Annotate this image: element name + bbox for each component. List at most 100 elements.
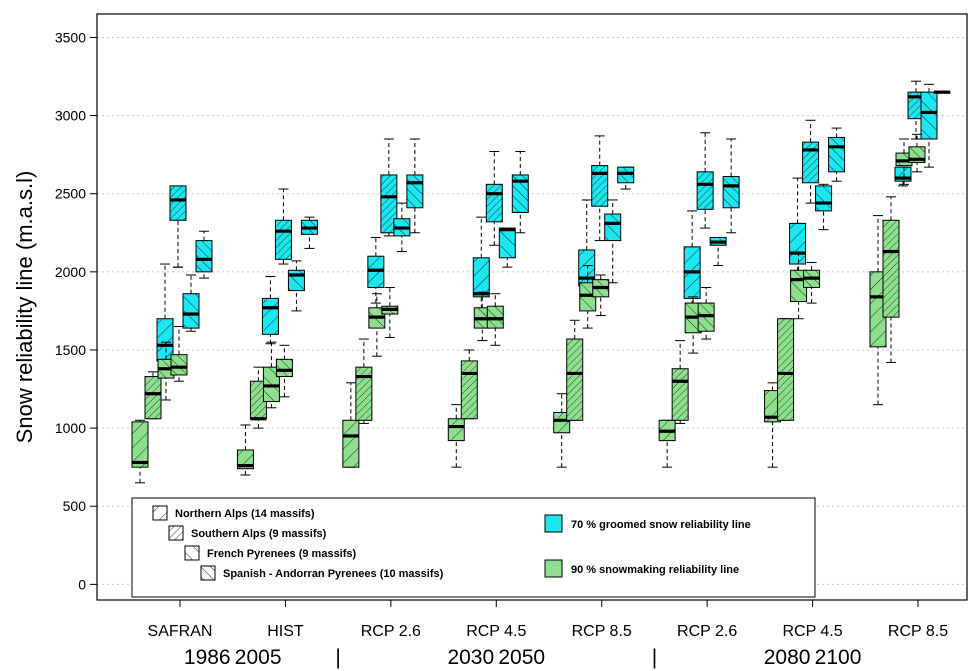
boxplot — [261, 276, 279, 345]
y-axis: 0 500 1000 1500 2000 2500 3000 3500 — [55, 29, 97, 592]
boxplot — [566, 319, 584, 421]
period-label: 1986 2005 — [184, 646, 282, 669]
boxplot — [287, 260, 305, 312]
boxplot — [777, 318, 795, 421]
boxplot — [131, 419, 149, 484]
boxplot — [472, 216, 490, 317]
box-hatch — [145, 376, 161, 419]
boxplot — [511, 151, 529, 234]
boxplot — [342, 382, 360, 468]
box-hatch — [473, 257, 490, 297]
y-tick-label: 1000 — [55, 420, 86, 436]
x-tick-label: RCP 8.5 — [572, 623, 632, 640]
y-tick-label: 0 — [78, 576, 86, 592]
boxplot — [144, 371, 162, 420]
legend-region-label: Southern Alps (9 massifs) — [191, 528, 327, 540]
box-hatch — [512, 174, 529, 213]
box-hatch — [908, 92, 924, 119]
box-hatch — [723, 176, 740, 208]
box-hatch — [789, 223, 806, 265]
box-hatch — [183, 293, 199, 329]
y-tick-label: 2000 — [55, 264, 86, 280]
y-tick-label: 3500 — [55, 29, 86, 45]
x-tick-label: RCP 4.5 — [466, 623, 526, 640]
boxplot — [195, 230, 213, 279]
period-label: 2080 2100 — [764, 646, 862, 669]
boxplot — [591, 135, 609, 242]
boxplot — [617, 166, 635, 190]
boxplot — [894, 166, 912, 187]
box-hatch — [604, 214, 621, 241]
boxplot — [869, 215, 887, 406]
box-hatch — [250, 381, 267, 419]
boxplot — [696, 132, 714, 229]
boxplot — [553, 393, 571, 468]
x-axis: SAFRAN HIST RCP 2.6 RCP 4.5 RCP 8.5 RCP 2.6 RC… — [148, 600, 948, 669]
boxplot — [671, 340, 689, 424]
boxplot — [393, 202, 411, 253]
box-hatch — [406, 174, 423, 208]
x-tick-label: RCP 4.5 — [782, 623, 842, 640]
box-hatch — [157, 318, 173, 361]
box-hatch — [171, 354, 187, 375]
boxplot — [722, 138, 740, 234]
box-hatch — [815, 185, 832, 211]
period-separator: | — [335, 646, 340, 669]
boxplot — [933, 90, 951, 94]
x-tick-label: RCP 2.6 — [677, 623, 737, 640]
y-tick-label: 1500 — [55, 342, 86, 358]
boxplot — [473, 291, 491, 342]
legend-color-swatch — [544, 514, 563, 533]
boxplot — [882, 196, 900, 363]
boxplot — [367, 236, 385, 304]
boxplot — [380, 138, 398, 237]
boxplot — [275, 344, 293, 398]
boxplot — [236, 424, 254, 476]
x-tick-label: SAFRAN — [148, 623, 213, 640]
boxplot — [274, 188, 292, 265]
boxplot — [169, 185, 187, 268]
boxplot — [381, 286, 399, 338]
box-hatch — [921, 92, 937, 140]
box-hatch — [828, 137, 845, 172]
boxplot — [828, 127, 846, 182]
legend-box — [131, 497, 816, 598]
box-hatch — [288, 270, 305, 291]
boxplot — [683, 210, 701, 306]
box-hatch — [697, 171, 714, 210]
legend: Northern Alps (14 massifs) Southern Alps … — [131, 497, 816, 598]
legend-region-label: Spanish - Andorran Pyrenees (10 massifs) — [223, 568, 444, 580]
boxplot — [604, 199, 622, 284]
boxplot — [920, 83, 938, 168]
legend-region-label: French Pyrenees (9 massifs) — [207, 548, 357, 560]
boxplot — [182, 274, 200, 332]
boxplot — [709, 236, 727, 267]
y-axis-label: Snow reliability line (m.a.s.l) — [12, 171, 37, 444]
x-tick-label: RCP 2.6 — [361, 623, 421, 640]
box-hatch — [380, 174, 397, 233]
legend-series-label: 90 % snowmaking reliability line — [571, 564, 739, 576]
period-separator: | — [652, 646, 657, 669]
legend-swatch-hatch — [169, 526, 183, 540]
legend-series-label: 70 % groomed snow reliability line — [571, 519, 751, 531]
plot-frame — [96, 13, 968, 601]
box-hatch — [591, 165, 608, 207]
y-tick-label: 3000 — [55, 108, 86, 124]
boxplot — [300, 216, 318, 249]
boxplot — [170, 326, 188, 382]
box-hatch — [355, 367, 372, 421]
box-hatch — [262, 298, 279, 335]
y-tick-label: 2500 — [55, 186, 86, 202]
x-tick-label: HIST — [267, 623, 304, 640]
boxplot — [908, 133, 926, 173]
box-hatch — [132, 421, 148, 468]
boxplot — [485, 151, 503, 246]
legend-color-swatch — [544, 559, 563, 578]
box-hatch — [448, 418, 465, 441]
box-hatch — [461, 360, 478, 419]
legend-region-label: Northern Alps (14 massifs) — [175, 508, 315, 520]
box-hatch — [883, 220, 899, 318]
box-hatch — [672, 368, 689, 421]
boxplot — [579, 265, 597, 329]
